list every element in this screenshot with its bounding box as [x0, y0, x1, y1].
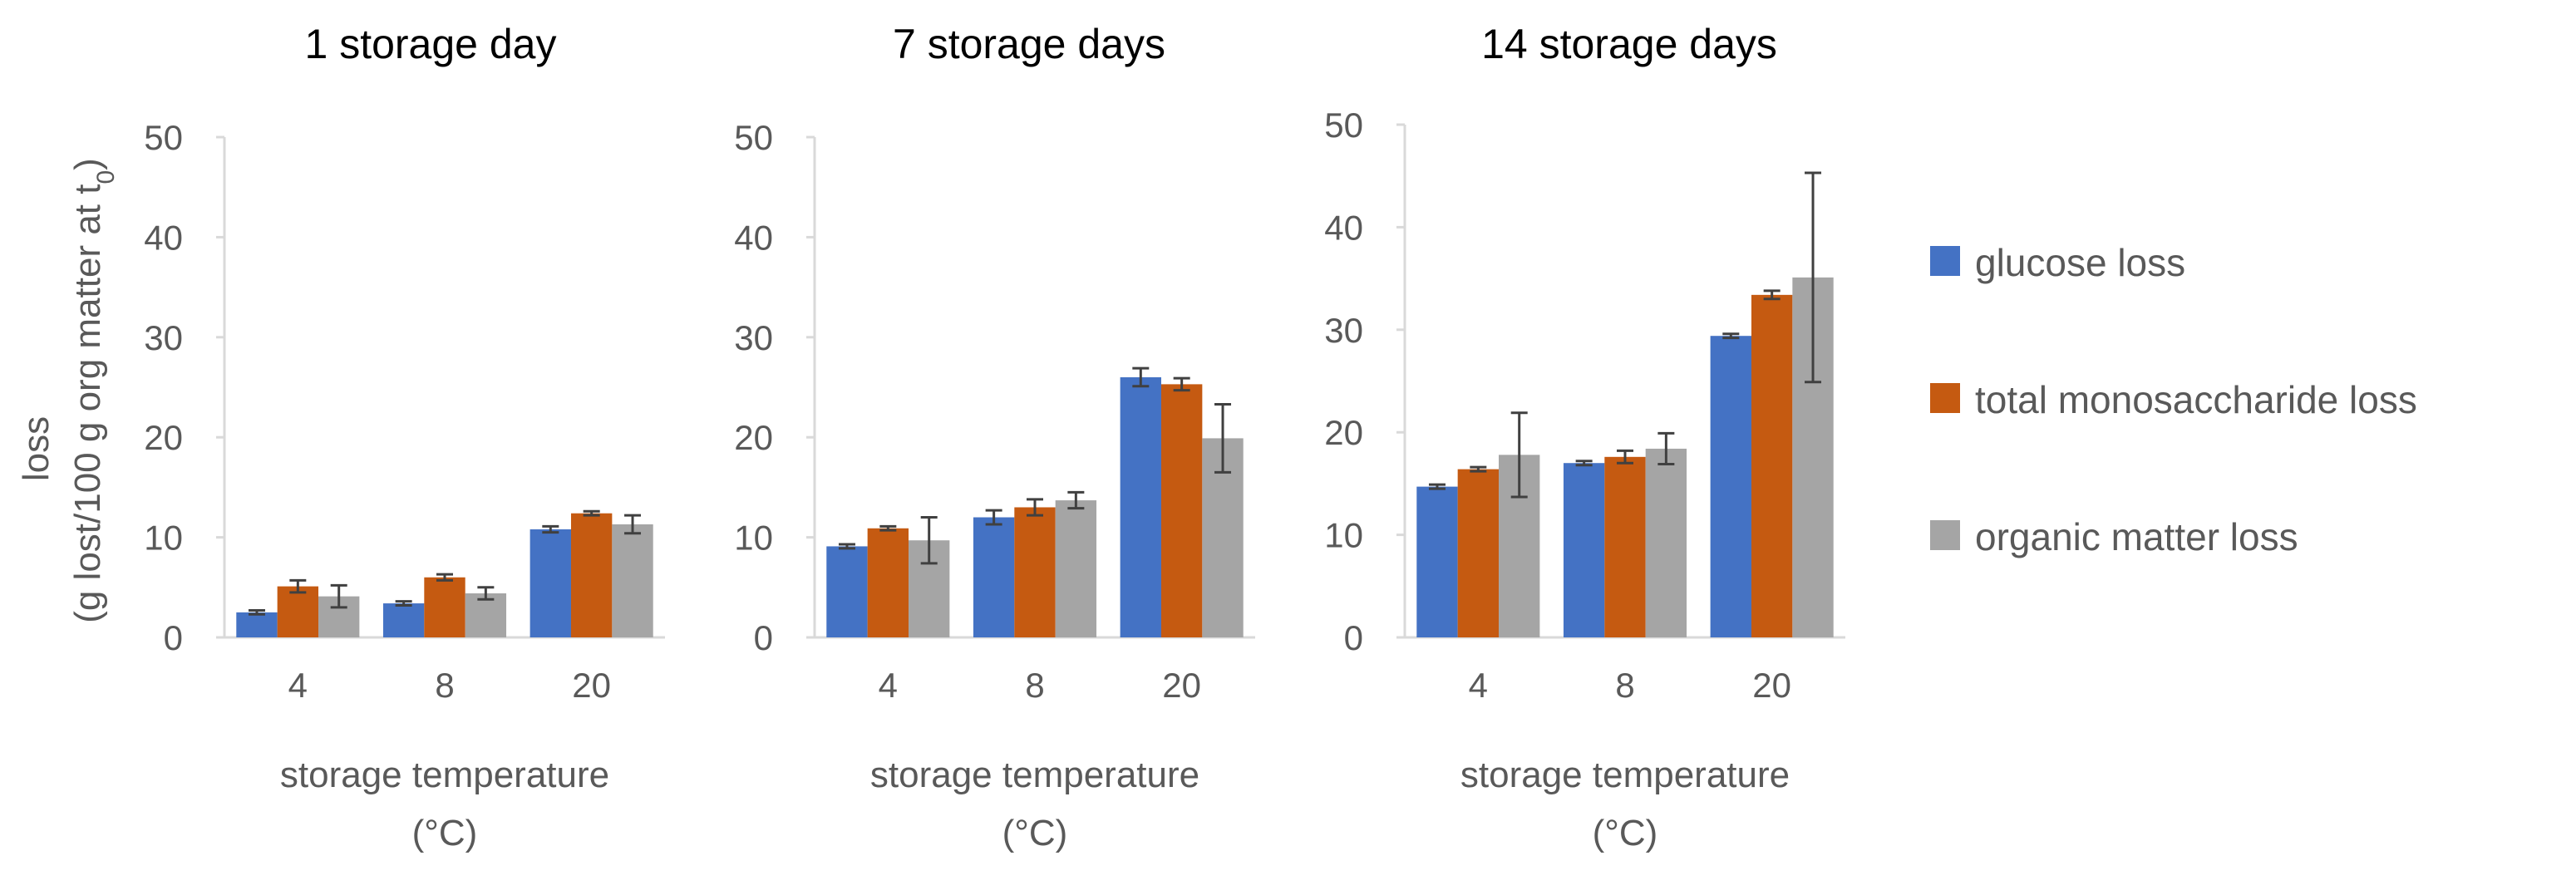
- legend-swatch: [1930, 383, 1960, 413]
- legend: glucose loss total monosaccharide loss org…: [1930, 241, 2417, 558]
- legend-label: total monosaccharide loss: [1975, 378, 2417, 421]
- y-tick-label: 50: [734, 118, 773, 157]
- x-tick-label: 8: [1615, 666, 1634, 705]
- chart-title: 14 storage days: [1481, 21, 1777, 67]
- chart-title: 1 storage day: [305, 21, 557, 67]
- bar-total-monosaccharide-loss-20: [570, 513, 613, 637]
- x-axis-label: storage temperature: [1460, 755, 1790, 795]
- bar-total-monosaccharide-loss-4: [1457, 469, 1500, 637]
- chart-title: 7 storage days: [893, 21, 1165, 67]
- bar-total-monosaccharide-loss-4: [867, 528, 909, 637]
- legend-label: glucose loss: [1975, 241, 2185, 284]
- x-axis-units: (°C): [1002, 813, 1068, 853]
- x-tick-label: 4: [288, 666, 308, 705]
- y-tick-label: 50: [1324, 106, 1363, 145]
- bar-glucose-loss-4: [236, 612, 278, 637]
- legend-item: glucose loss: [1930, 241, 2185, 284]
- bar-total-monosaccharide-loss-8: [1014, 507, 1056, 637]
- legend-item: organic matter loss: [1930, 515, 2298, 558]
- x-tick-label: 8: [1025, 666, 1044, 705]
- bar-glucose-loss-20: [1120, 376, 1161, 637]
- legend-swatch: [1930, 520, 1960, 550]
- x-axis-units: (°C): [412, 813, 478, 853]
- bar-total-monosaccharide-loss-4: [277, 586, 319, 637]
- bar-glucose-loss-8: [1563, 463, 1605, 637]
- chart-panel-2: 7 storage days 0 10 20 30 40 50 4 8 20 storage tem…: [734, 21, 1255, 853]
- bar-organic-matter-loss-20: [612, 524, 653, 637]
- y-tick-label: 10: [734, 519, 773, 558]
- y-tick-label: 40: [1324, 208, 1363, 247]
- legend-item: total monosaccharide loss: [1930, 378, 2417, 421]
- x-tick-label: 4: [1469, 666, 1488, 705]
- y-tick-label: 30: [1324, 311, 1363, 350]
- y-tick-label: 10: [1324, 516, 1363, 555]
- chart-panel-3: 14 storage days 0 10 20 30 40 50 4 8 20 storage te…: [1324, 21, 1845, 853]
- bar-total-monosaccharide-loss-8: [424, 577, 465, 637]
- y-tick-label: 20: [734, 418, 773, 457]
- x-axis-label: storage temperature: [870, 755, 1199, 795]
- y-tick-label: 30: [144, 318, 183, 357]
- x-tick-label: 4: [879, 666, 898, 705]
- bar-organic-matter-loss-8: [1055, 500, 1097, 637]
- y-tick-label: 20: [144, 418, 183, 457]
- y-axis-label-group: loss (g lost/100 g org matter at t0): [16, 158, 120, 623]
- y-tick-label: 50: [144, 118, 183, 157]
- legend-swatch: [1930, 246, 1960, 276]
- bar-organic-matter-loss-8: [465, 593, 507, 637]
- bar-glucose-loss-8: [973, 517, 1015, 637]
- bar-total-monosaccharide-loss-20: [1160, 384, 1203, 637]
- y-tick-label: 40: [734, 218, 773, 257]
- bar-glucose-loss-20: [1710, 336, 1751, 637]
- y-tick-label: 0: [164, 618, 183, 657]
- x-axis-units: (°C): [1593, 813, 1658, 853]
- y-tick-label: 10: [144, 519, 183, 558]
- x-tick-label: 20: [572, 666, 611, 705]
- chart-panel-1: 1 storage day 0 10 20 30 40 50 4 8 20 storage temp…: [144, 21, 665, 853]
- legend-label: organic matter loss: [1975, 515, 2298, 558]
- y-tick-label: 0: [754, 618, 773, 657]
- bar-glucose-loss-8: [382, 603, 425, 637]
- bar-total-monosaccharide-loss-8: [1604, 456, 1646, 637]
- y-axis-units: (g lost/100 g org matter at t0): [67, 158, 120, 623]
- bar-glucose-loss-4: [826, 546, 868, 637]
- bar-total-monosaccharide-loss-20: [1751, 294, 1793, 637]
- x-tick-label: 20: [1162, 666, 1201, 705]
- y-tick-label: 30: [734, 318, 773, 357]
- bar-organic-matter-loss-8: [1645, 448, 1687, 637]
- bar-glucose-loss-4: [1416, 486, 1458, 637]
- y-tick-label: 0: [1344, 618, 1363, 657]
- bar-glucose-loss-20: [529, 529, 571, 637]
- x-axis-label: storage temperature: [280, 755, 609, 795]
- x-tick-label: 20: [1752, 666, 1791, 705]
- y-tick-label: 20: [1324, 413, 1363, 452]
- y-tick-label: 40: [144, 218, 183, 257]
- x-tick-label: 8: [435, 666, 454, 705]
- y-axis-label: loss: [16, 416, 57, 481]
